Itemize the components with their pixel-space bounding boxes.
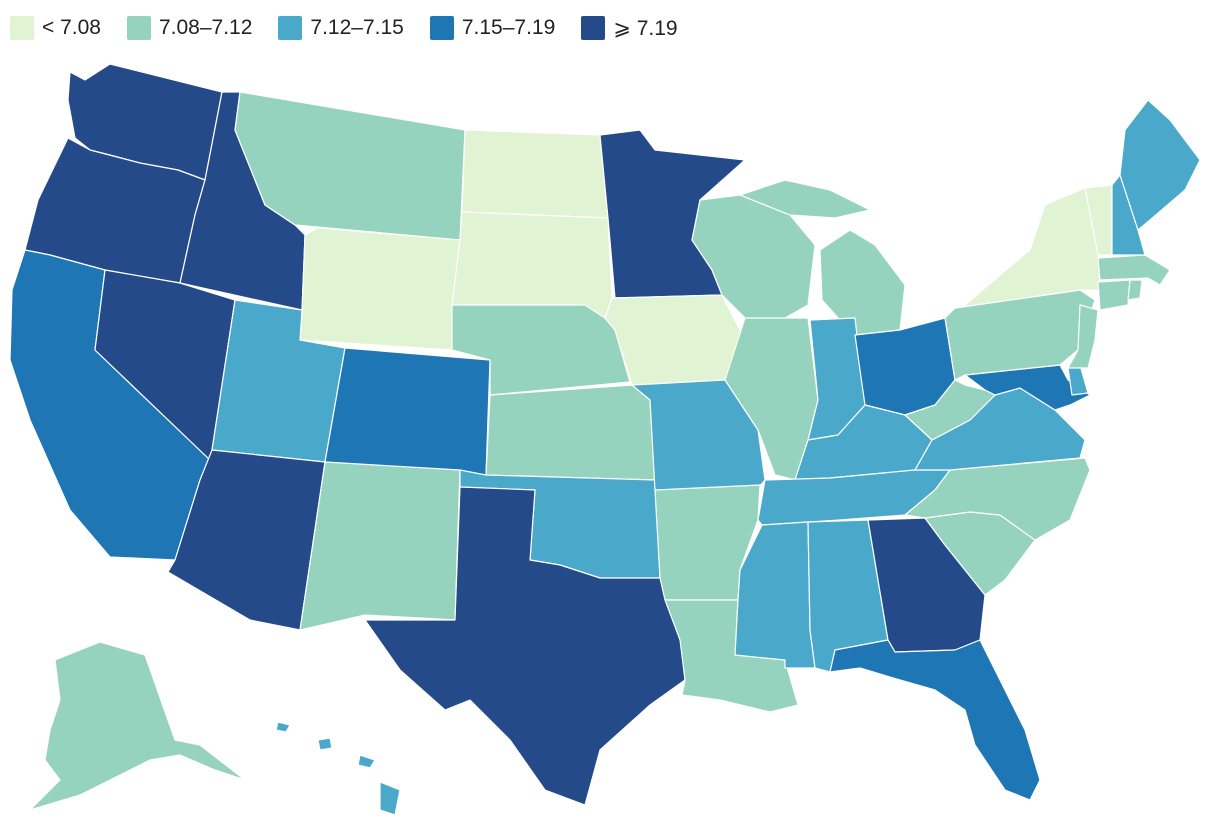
state-CO[interactable] xyxy=(324,347,491,476)
legend-label: < 7.08 xyxy=(42,16,101,39)
state-TX[interactable] xyxy=(364,486,686,806)
legend-item: 7.15–7.19 xyxy=(429,16,556,40)
state-HI[interactable] xyxy=(275,721,401,816)
legend-label: ⩾ 7.19 xyxy=(613,16,678,40)
state-NH[interactable] xyxy=(1111,174,1146,256)
legend-item: 7.12–7.15 xyxy=(278,16,404,40)
state-NE[interactable] xyxy=(451,304,631,396)
legend-item: < 7.08 xyxy=(10,16,101,40)
legend-label: 7.12–7.15 xyxy=(310,16,404,39)
state-RI[interactable] xyxy=(1127,279,1143,301)
state-NC[interactable] xyxy=(904,457,1091,541)
legend-swatch xyxy=(278,16,303,40)
state-AK[interactable] xyxy=(29,641,246,811)
state-NJ[interactable] xyxy=(1067,304,1099,369)
legend: < 7.08 7.08–7.12 7.12–7.15 7.15–7.19 ⩾ 7… xyxy=(10,12,704,44)
legend-swatch xyxy=(10,16,34,40)
state-CT[interactable] xyxy=(1097,279,1131,311)
state-ND[interactable] xyxy=(461,129,609,219)
state-MD[interactable] xyxy=(964,364,1091,411)
legend-item: 7.08–7.12 xyxy=(126,16,253,40)
legend-label: 7.15–7.19 xyxy=(461,16,556,39)
state-DE[interactable] xyxy=(1067,364,1089,396)
state-KS[interactable] xyxy=(485,384,656,481)
state-FL[interactable] xyxy=(829,639,1041,801)
legend-swatch xyxy=(581,16,606,40)
legend-item: ⩾ 7.19 xyxy=(581,16,678,41)
legend-swatch xyxy=(429,16,454,40)
legend-label: 7.08–7.12 xyxy=(158,16,253,39)
state-ME[interactable] xyxy=(1119,99,1201,231)
state-WY[interactable] xyxy=(299,227,461,351)
state-SD[interactable] xyxy=(451,211,613,319)
state-MA[interactable] xyxy=(1097,254,1171,286)
state-WV[interactable] xyxy=(904,379,996,441)
legend-swatch xyxy=(126,16,151,40)
state-NM[interactable] xyxy=(299,461,461,631)
state-NY[interactable] xyxy=(954,187,1101,309)
